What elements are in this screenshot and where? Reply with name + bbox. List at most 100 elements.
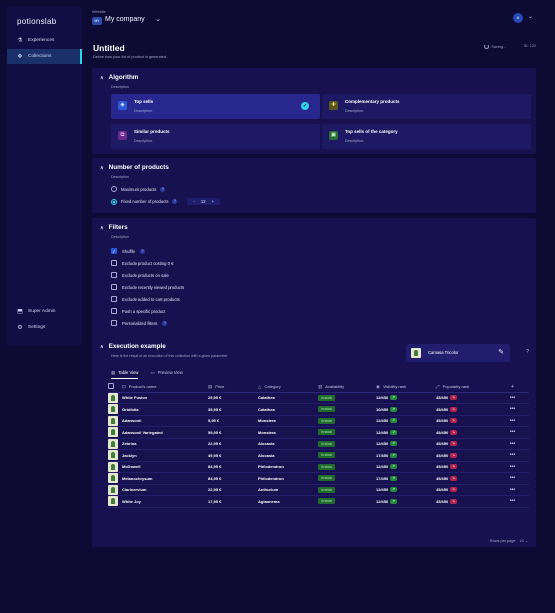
checkbox[interactable] — [111, 296, 117, 302]
page-title[interactable]: Untitled — [93, 43, 125, 53]
cell-visibility: 12/450 ↗ — [376, 484, 436, 496]
help-icon[interactable]: ? — [162, 320, 168, 326]
filter-personalized[interactable]: Personalized filters? — [111, 320, 168, 326]
help-icon[interactable]: ? — [139, 248, 145, 254]
checkbox[interactable] — [108, 383, 114, 390]
tab-preview-view[interactable]: ▭ Preview View — [150, 370, 183, 375]
admin-icon: ⬒ — [17, 308, 23, 315]
row-menu-button[interactable]: ••• — [496, 392, 529, 404]
row-thumbnail — [108, 403, 122, 416]
chevron-down-icon[interactable]: ⌄ — [155, 16, 161, 23]
trend-down-icon: ↘ — [450, 487, 458, 493]
trend-down-icon: ↘ — [450, 441, 458, 447]
help-icon[interactable]: ? — [526, 349, 529, 355]
chevron-down-icon[interactable]: ⌄ — [527, 14, 533, 20]
column-visibility[interactable]: ◉ Visibility rank — [376, 382, 436, 393]
algorithm-option-complementary[interactable]: ✚ Complementary products Description. — [322, 94, 531, 119]
help-icon[interactable]: ? — [172, 199, 178, 204]
pencil-icon[interactable]: ✎ — [498, 349, 504, 356]
column-price[interactable]: ▤ Price — [208, 382, 258, 393]
checkbox[interactable] — [111, 260, 117, 266]
row-menu-button[interactable]: ••• — [496, 415, 529, 427]
checkbox[interactable] — [111, 284, 117, 290]
table-row[interactable]: Adansonii Variegated 59,95 € Monstera In st… — [108, 426, 529, 439]
option-name: Similar products — [134, 129, 170, 134]
filter-exclude-viewed[interactable]: Exclude recently viewed products — [111, 284, 184, 290]
filter-exclude-cart[interactable]: Exclude added to cart products — [111, 296, 180, 302]
table-row[interactable]: White Joy 17,95 € Aglaonema In stock 12/450 ↗… — [108, 495, 529, 508]
add-column-button[interactable]: + — [496, 382, 529, 393]
algorithm-option-similar[interactable]: ⧉ Similar products Description. — [111, 124, 320, 149]
number-header[interactable]: ∧ Number of products — [100, 164, 169, 171]
row-menu-button[interactable]: ••• — [496, 484, 529, 496]
execution-header[interactable]: ∧ Execution example — [100, 343, 166, 350]
filter-exclude-sale[interactable]: Exclude products on sale — [111, 272, 169, 278]
trend-up-icon: ↗ — [390, 429, 398, 435]
increment-button[interactable]: + — [211, 199, 215, 204]
sidebar-item-experiences[interactable]: ⚗ Experiences — [7, 33, 82, 48]
row-menu-button[interactable]: ••• — [496, 495, 529, 508]
cell-availability: In stock — [318, 426, 376, 439]
cell-availability: In stock — [318, 403, 376, 416]
row-thumbnail — [108, 461, 122, 473]
brand-logo[interactable]: potionslab — [17, 17, 57, 26]
filter-push-product[interactable]: Push a specific product — [111, 308, 165, 314]
table-row[interactable]: Melanochrysum 84,95 € Philodendron In stock… — [108, 472, 529, 485]
cell-availability: In stock — [318, 461, 376, 473]
tab-table-view[interactable]: ▦ Table View — [111, 370, 139, 379]
table-row[interactable]: White Fusion 29,95 € Calathea In stock 12/45… — [108, 392, 529, 404]
filter-exclude-zero[interactable]: Exclude product costing 0 € — [111, 260, 173, 266]
checkbox[interactable] — [111, 320, 117, 326]
max-products-option[interactable]: Maximum products ? — [111, 186, 166, 192]
cell-price: 22,95 € — [208, 484, 258, 496]
decrement-button[interactable]: - — [193, 199, 195, 204]
stepper-value[interactable]: 12 — [200, 199, 206, 204]
row-menu-button[interactable]: ••• — [496, 426, 529, 439]
select-all-column[interactable] — [108, 382, 122, 393]
algorithm-option-top-category[interactable]: ▣ Top sells of the category Description. — [322, 124, 531, 149]
checkbox[interactable] — [111, 272, 117, 278]
algorithm-option-top-sells[interactable]: ◈ Top sells Description. ✓ — [111, 94, 320, 119]
sidebar-item-super-admin[interactable]: ⬒ Super Admin — [7, 304, 82, 319]
row-menu-button[interactable]: ••• — [496, 438, 529, 450]
cell-visibility: 12/450 ↗ — [376, 495, 436, 508]
algorithm-header[interactable]: ∧ Algorithm — [100, 74, 139, 81]
avatar[interactable]: A — [513, 13, 523, 23]
example-product-selector[interactable]: Camasa Tricolor ✎ — [406, 344, 510, 362]
category-icon: ▣ — [329, 131, 338, 140]
trend-up-icon: ↗ — [390, 464, 398, 470]
checkbox[interactable]: ✓ — [111, 248, 117, 254]
radio-button[interactable] — [111, 186, 117, 192]
workspace-selector[interactable]: My company — [105, 16, 145, 23]
filters-header[interactable]: ∧ Filters — [100, 224, 128, 231]
checkbox[interactable] — [111, 308, 117, 314]
fixed-products-option[interactable]: Fixed number of products ? - 12 + — [111, 198, 221, 205]
table-row[interactable]: Jacklyn 49,95 € Alocasia In stock 17/450 ↗ 45/… — [108, 449, 529, 462]
row-menu-button[interactable]: ••• — [496, 461, 529, 473]
table-row[interactable]: McDowell 84,95 € Philodendron In stock 12/45… — [108, 461, 529, 473]
sidebar-item-settings[interactable]: ⚙ Settings — [7, 320, 82, 335]
filter-shuffle[interactable]: ✓ Shuffle? — [111, 248, 145, 254]
trend-up-icon: ↗ — [390, 452, 398, 458]
option-desc: Description. — [345, 109, 364, 113]
table-row[interactable]: Zebrina 22,95 € Alocasia In stock 12/450 ↗ 45/… — [108, 438, 529, 450]
radio-button[interactable] — [111, 198, 117, 205]
chevron-down-icon[interactable]: ⌄ — [524, 539, 528, 543]
table-row[interactable]: Orbifolia 39,95 € Calathea In stock 10/450 ↗ 4… — [108, 403, 529, 416]
table-row[interactable]: Clarinervium 22,95 € Anthurium In stock 12/4… — [108, 484, 529, 496]
sidebar-item-collections[interactable]: ❖ Collections — [7, 49, 82, 64]
cell-popularity: 45/450 ↘ — [436, 449, 496, 462]
row-menu-button[interactable]: ••• — [496, 472, 529, 485]
column-popularity[interactable]: ⤢ Popularity rank — [436, 382, 496, 393]
trend-up-icon: ↗ — [390, 475, 398, 481]
column-product-name[interactable]: ⊡ Product's name — [122, 382, 208, 393]
column-category[interactable]: △ Category — [258, 382, 318, 393]
row-menu-button[interactable]: ••• — [496, 449, 529, 462]
column-availability[interactable]: ▥ Availability — [318, 382, 376, 393]
table-row[interactable]: Adansonii 5,95 € Monstera In stock 12/450 ↗ 45… — [108, 415, 529, 427]
row-menu-button[interactable]: ••• — [496, 403, 529, 416]
quantity-stepper[interactable]: - 12 + — [187, 198, 221, 205]
help-icon[interactable]: ? — [160, 186, 166, 192]
trend-up-icon: ↗ — [390, 441, 398, 447]
rows-per-page-select[interactable]: 10 — [519, 539, 524, 543]
